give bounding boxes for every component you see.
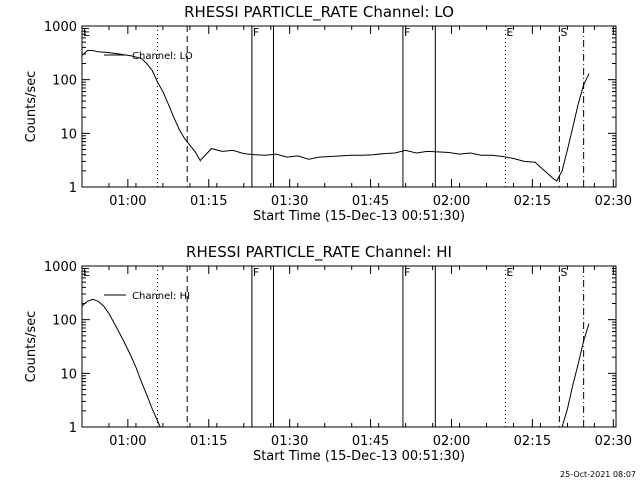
y-axis-label: Counts/sec xyxy=(24,71,39,143)
x-tick-label: 01:00 xyxy=(109,434,146,449)
series-line-lo-rise xyxy=(553,73,590,182)
y-tick-label: 1000 xyxy=(44,260,77,275)
marker-label: F xyxy=(404,266,410,279)
x-axis-label: Start Time (15-Dec-13 00:51:30) xyxy=(253,209,465,224)
chart-title: RHESSI PARTICLE_RATE Channel: LO xyxy=(184,3,454,22)
marker-label: F xyxy=(253,26,259,39)
marker-label: F xyxy=(253,266,259,279)
series-line-lo xyxy=(81,50,202,162)
x-tick-label: 01:15 xyxy=(190,434,227,449)
legend-label: Channel: LO xyxy=(132,51,193,62)
chart-title: RHESSI PARTICLE_RATE Channel: HI xyxy=(186,243,452,262)
y-axis-label: Counts/sec xyxy=(24,311,39,383)
x-tick-label: 01:15 xyxy=(190,194,227,209)
marker-label: E xyxy=(506,266,513,279)
x-tick-label: 01:45 xyxy=(352,434,389,449)
marker-label: E xyxy=(506,26,513,39)
marker-label: E xyxy=(83,26,90,39)
x-tick-label: 01:00 xyxy=(109,194,146,209)
series-line-hi-rise xyxy=(561,323,590,428)
series-line-hi xyxy=(81,298,161,428)
y-tick-label: 100 xyxy=(52,314,77,329)
x-tick-label: 01:30 xyxy=(271,434,308,449)
x-tick-label: 02:30 xyxy=(595,434,632,449)
y-tick-label: 100 xyxy=(52,74,77,89)
x-axis-label: Start Time (15-Dec-13 00:51:30) xyxy=(253,449,465,464)
marker-label: S xyxy=(560,266,567,279)
y-tick-label: 10 xyxy=(60,127,77,142)
y-tick-label: 1000 xyxy=(44,20,77,35)
x-tick-label: 02:30 xyxy=(595,194,632,209)
x-tick-label: 02:00 xyxy=(433,434,470,449)
timestamp: 25-Oct-2021 08:07 xyxy=(560,470,636,479)
marker-label: E xyxy=(83,266,90,279)
y-tick-label: 10 xyxy=(60,367,77,382)
plot-frame xyxy=(81,25,617,188)
marker-label: F xyxy=(404,26,410,39)
series-line-lo-flat xyxy=(200,148,555,180)
plot-frame xyxy=(81,265,617,428)
x-tick-label: 01:45 xyxy=(352,194,389,209)
legend-label: Channel: HI xyxy=(132,291,190,302)
panel-hi: RHESSI PARTICLE_RATE Channel: HI 1 10 100 10… xyxy=(24,243,632,464)
panel-lo: RHESSI PARTICLE_RATE Channel: LO 1 10 100 10… xyxy=(24,3,632,224)
x-tick-label: 02:15 xyxy=(514,434,551,449)
x-tick-label: 02:15 xyxy=(514,194,551,209)
y-tick-label: 1 xyxy=(69,421,77,436)
x-tick-label: 01:30 xyxy=(271,194,308,209)
x-tick-label: 02:00 xyxy=(433,194,470,209)
marker-label: S xyxy=(560,26,567,39)
y-tick-label: 1 xyxy=(69,181,77,196)
